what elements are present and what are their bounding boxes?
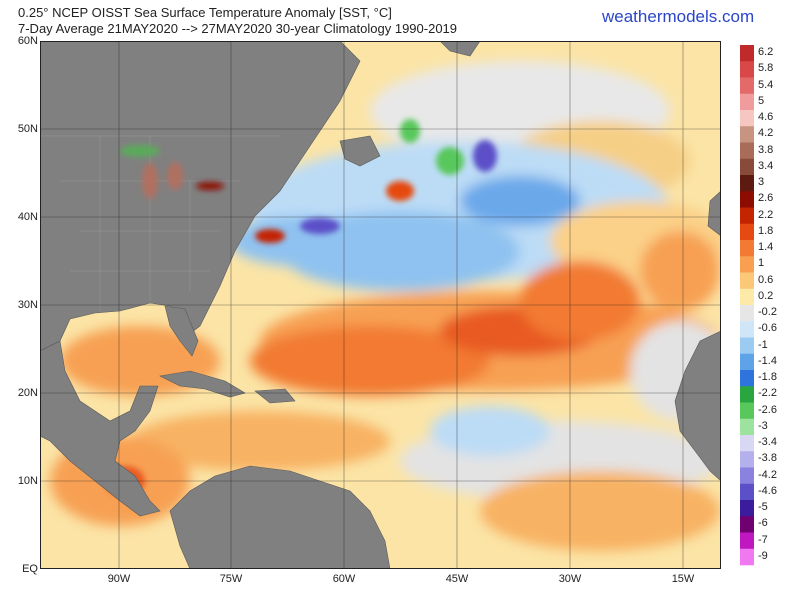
colorbar-label: -4.6	[758, 484, 777, 497]
colorbar-label: -3.8	[758, 452, 777, 465]
colorbar-swatch	[740, 532, 754, 550]
colorbar-swatch	[740, 548, 754, 566]
colorbar-swatch	[740, 240, 754, 257]
colorbar-label: -7	[758, 533, 768, 546]
colorbar-swatch	[740, 110, 754, 127]
colorbar-swatch	[740, 256, 754, 273]
greenland	[439, 41, 481, 57]
colorbar-label: -3	[758, 419, 768, 432]
colorbar-swatch	[740, 223, 754, 241]
hispaniola	[254, 388, 296, 404]
south-america	[169, 465, 391, 569]
colorbar-swatch	[740, 142, 754, 160]
colorbar-label: -5	[758, 501, 768, 514]
iberia	[707, 190, 721, 237]
colorbar-label: 2.2	[758, 208, 774, 221]
colorbar-label: 3	[758, 176, 765, 189]
colorbar	[740, 45, 754, 566]
colorbar-swatch	[740, 305, 754, 322]
colorbar-swatch	[740, 93, 754, 111]
lat-label-40n: 40N	[17, 211, 38, 223]
lat-label-60n: 60N	[17, 35, 38, 47]
lon-label-75w: 75W	[219, 573, 243, 585]
lat-label-30n: 30N	[17, 299, 38, 311]
cuba	[159, 370, 246, 398]
colorbar-swatch	[740, 451, 754, 468]
colorbar-swatch	[740, 483, 754, 501]
colorbar-label: -1	[758, 338, 768, 351]
colorbar-label: 0.6	[758, 273, 774, 286]
colorbar-label: 4.6	[758, 111, 774, 124]
colorbar-label: -4.2	[758, 468, 777, 481]
colorbar-swatch	[740, 418, 754, 436]
colorbar-swatch	[740, 370, 754, 387]
africa	[674, 330, 721, 482]
colorbar-label: -1.8	[758, 371, 777, 384]
map-title: 0.25° NCEP OISST Sea Surface Temperature…	[18, 5, 392, 20]
colorbar-swatch	[740, 175, 754, 192]
lat-label-50n: 50N	[17, 123, 38, 135]
colorbar-label: 1.4	[758, 241, 774, 254]
colorbar-label: 5	[758, 94, 765, 107]
lat-label-10n: 10N	[17, 475, 38, 487]
colorbar-label: 6.2	[758, 46, 774, 59]
lat-label-20n: 20N	[17, 387, 38, 399]
colorbar-swatch	[740, 500, 754, 517]
colorbar-label: -0.2	[758, 306, 777, 319]
colorbar-swatch	[740, 272, 754, 290]
colorbar-label: -9	[758, 549, 768, 562]
colorbar-label: -0.6	[758, 322, 777, 335]
colorbar-label: -1.4	[758, 354, 777, 367]
lon-label-60w: 60W	[332, 573, 356, 585]
north-america	[40, 41, 361, 352]
colorbar-swatch	[740, 77, 754, 95]
colorbar-swatch	[740, 191, 754, 208]
colorbar-label: 4.2	[758, 127, 774, 140]
colorbar-swatch	[740, 402, 754, 420]
brand-logo-text: weathermodels.com	[602, 7, 755, 26]
colorbar-swatch	[740, 126, 754, 143]
sst-anomaly-map	[40, 41, 721, 569]
colorbar-label: 3.8	[758, 143, 774, 156]
colorbar-swatch	[740, 45, 754, 62]
colorbar-label: 1.8	[758, 224, 774, 237]
colorbar-swatch	[740, 337, 754, 355]
colorbar-label: 2.6	[758, 192, 774, 205]
lon-label-45w: 45W	[445, 573, 469, 585]
colorbar-label: 1	[758, 257, 765, 270]
lon-label-15w: 15W	[671, 573, 695, 585]
colorbar-swatch	[740, 467, 754, 485]
colorbar-swatch	[740, 158, 754, 176]
florida	[164, 305, 199, 357]
colorbar-swatch	[740, 353, 754, 371]
colorbar-label: 0.2	[758, 289, 774, 302]
colorbar-swatch	[740, 207, 754, 225]
colorbar-label: -2.6	[758, 403, 777, 416]
colorbar-label: 3.4	[758, 159, 774, 172]
colorbar-label: 5.4	[758, 78, 774, 91]
map-subtitle: 7-Day Average 21MAY2020 --> 27MAY2020 30…	[18, 21, 458, 36]
colorbar-swatch	[740, 435, 754, 452]
colorbar-label: -6	[758, 517, 768, 530]
colorbar-swatch	[740, 386, 754, 403]
colorbar-swatch	[740, 321, 754, 338]
colorbar-label: -3.4	[758, 436, 777, 449]
lon-label-90w: 90W	[107, 573, 131, 585]
colorbar-swatch	[740, 61, 754, 78]
colorbar-label: 5.8	[758, 62, 774, 75]
lat-label-eq: EQ	[22, 563, 38, 575]
land-masses	[40, 41, 721, 569]
lon-label-30w: 30W	[558, 573, 582, 585]
colorbar-swatch	[740, 516, 754, 533]
central-america	[40, 340, 161, 517]
colorbar-label: -2.2	[758, 387, 777, 400]
colorbar-swatch	[740, 288, 754, 306]
